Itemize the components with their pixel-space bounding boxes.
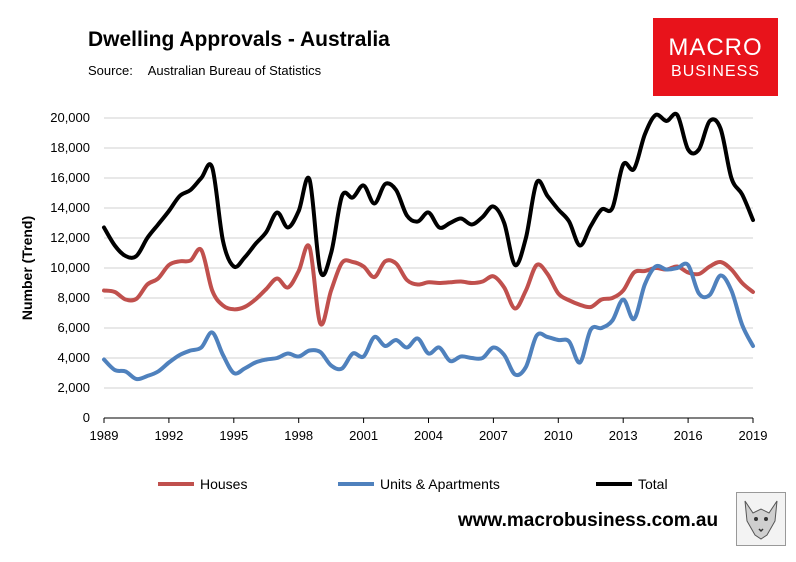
- x-tick-label: 1989: [90, 428, 119, 443]
- source-value: Australian Bureau of Statistics: [147, 63, 322, 78]
- legend-swatch-total: [596, 482, 632, 486]
- logo-line2: BUSINESS: [671, 63, 760, 80]
- legend-item-units: Units & Apartments: [338, 476, 500, 492]
- y-tick-label: 12,000: [50, 230, 90, 245]
- y-tick-label: 20,000: [50, 110, 90, 125]
- x-tick-label: 2016: [674, 428, 703, 443]
- legend-label-total: Total: [638, 476, 668, 492]
- x-tick-label: 1992: [154, 428, 183, 443]
- y-tick-label: 18,000: [50, 140, 90, 155]
- logo-line1: MACRO: [668, 34, 763, 61]
- x-tick-label: 1995: [219, 428, 248, 443]
- y-tick-label: 0: [83, 410, 90, 425]
- x-tick-label: 2013: [609, 428, 638, 443]
- y-tick-label: 10,000: [50, 260, 90, 275]
- x-tick-label: 2004: [414, 428, 443, 443]
- x-tick-label: 2010: [544, 428, 573, 443]
- x-tick-labels: 1989 1992 1995 1998 2001 2004 2007 2010 2013 2016…: [90, 428, 768, 443]
- y-tick-labels: 0 2,000 4,000 6,000 8,000 10,000 12,000 14,000 1…: [50, 110, 90, 425]
- series-line-total: [102, 111, 755, 278]
- series-line-houses: [102, 243, 755, 327]
- y-tick-label: 8,000: [57, 290, 90, 305]
- y-tick-label: 4,000: [57, 350, 90, 365]
- legend-item-houses: Houses: [158, 476, 247, 492]
- series-line-units-apartments: [102, 261, 755, 382]
- y-tick-label: 6,000: [57, 320, 90, 335]
- x-tick-label: 2007: [479, 428, 508, 443]
- source-line: Source: Australian Bureau of Statistics: [88, 63, 321, 78]
- wolf-emblem-icon: [736, 492, 786, 546]
- y-tick-label: 2,000: [57, 380, 90, 395]
- x-tick-label: 2019: [739, 428, 768, 443]
- y-axis-label: Number (Trend): [19, 216, 35, 320]
- y-tick-label: 14,000: [50, 200, 90, 215]
- legend-swatch-houses: [158, 482, 194, 486]
- source-label: Source:: [88, 63, 133, 78]
- macrobusiness-logo: MACRO BUSINESS: [653, 18, 778, 96]
- legend-swatch-units: [338, 482, 374, 486]
- series-lines: [102, 111, 755, 382]
- legend-label-units: Units & Apartments: [380, 476, 500, 492]
- y-tick-label: 16,000: [50, 170, 90, 185]
- website-url: www.macrobusiness.com.au: [458, 510, 719, 531]
- x-tick-label: 1998: [284, 428, 313, 443]
- grid-lines: [103, 117, 754, 423]
- legend-item-total: Total: [596, 476, 668, 492]
- legend-label-houses: Houses: [200, 476, 248, 492]
- chart-title: Dwelling Approvals - Australia: [88, 28, 390, 51]
- x-tick-label: 2001: [349, 428, 378, 443]
